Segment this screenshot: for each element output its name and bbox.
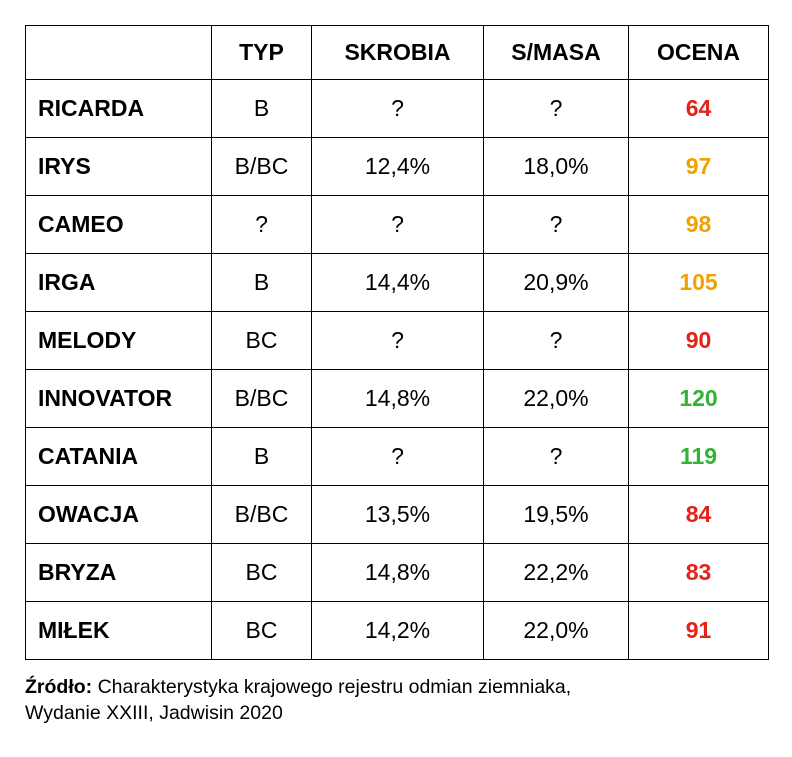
variety-name-cell: BRYZA: [25, 543, 212, 602]
smasa-cell: 22,0%: [483, 369, 629, 428]
table-row: BRYZA BC 14,8% 22,2% 83: [25, 543, 769, 602]
table-row: OWACJA B/BC 13,5% 19,5% 84: [25, 485, 769, 544]
typ-cell: B: [211, 253, 312, 312]
typ-cell: ?: [211, 195, 312, 254]
ocena-cell: 120: [628, 369, 769, 428]
variety-name-cell: INNOVATOR: [25, 369, 212, 428]
smasa-cell: ?: [483, 195, 629, 254]
source-text: Charakterystyka krajowego rejestru odmia…: [25, 676, 572, 725]
header-row: TYP SKROBIA S/MASA OCENA: [25, 25, 769, 80]
skrobia-cell: 13,5%: [311, 485, 484, 544]
typ-cell: B: [211, 79, 312, 138]
skrobia-cell: 14,2%: [311, 601, 484, 660]
smasa-cell: 18,0%: [483, 137, 629, 196]
typ-cell: BC: [211, 601, 312, 660]
header-typ: TYP: [211, 25, 312, 80]
skrobia-cell: ?: [311, 195, 484, 254]
typ-cell: B/BC: [211, 137, 312, 196]
header-smasa: S/MASA: [483, 25, 629, 80]
table-row: MIŁEK BC 14,2% 22,0% 91: [25, 601, 769, 660]
header-skrobia: SKROBIA: [311, 25, 484, 80]
smasa-cell: ?: [483, 79, 629, 138]
skrobia-cell: 14,4%: [311, 253, 484, 312]
typ-cell: BC: [211, 311, 312, 370]
smasa-cell: 20,9%: [483, 253, 629, 312]
varieties-table: TYP SKROBIA S/MASA OCENA RICARDA B ? ? 6…: [25, 25, 769, 660]
ocena-cell: 84: [628, 485, 769, 544]
skrobia-cell: 14,8%: [311, 369, 484, 428]
smasa-cell: 22,2%: [483, 543, 629, 602]
ocena-cell: 83: [628, 543, 769, 602]
typ-cell: B/BC: [211, 369, 312, 428]
variety-name-cell: OWACJA: [25, 485, 212, 544]
table-row: MELODY BC ? ? 90: [25, 311, 769, 370]
skrobia-cell: ?: [311, 311, 484, 370]
typ-cell: BC: [211, 543, 312, 602]
variety-name-cell: CAMEO: [25, 195, 212, 254]
table-row: CATANIA B ? ? 119: [25, 427, 769, 486]
smasa-cell: ?: [483, 311, 629, 370]
header-ocena: OCENA: [628, 25, 769, 80]
ocena-cell: 98: [628, 195, 769, 254]
ocena-cell: 64: [628, 79, 769, 138]
typ-cell: B/BC: [211, 485, 312, 544]
variety-name-cell: IRGA: [25, 253, 212, 312]
table-row: IRGA B 14,4% 20,9% 105: [25, 253, 769, 312]
skrobia-cell: 14,8%: [311, 543, 484, 602]
typ-cell: B: [211, 427, 312, 486]
variety-name-cell: CATANIA: [25, 427, 212, 486]
table-row: INNOVATOR B/BC 14,8% 22,0% 120: [25, 369, 769, 428]
variety-name-cell: RICARDA: [25, 79, 212, 138]
source-label: Źródło:: [25, 676, 93, 698]
smasa-cell: 22,0%: [483, 601, 629, 660]
table-row: IRYS B/BC 12,4% 18,0% 97: [25, 137, 769, 196]
ocena-cell: 119: [628, 427, 769, 486]
ocena-cell: 90: [628, 311, 769, 370]
source-caption: Źródło: Charakterystyka krajowego rejest…: [25, 674, 640, 727]
skrobia-cell: ?: [311, 427, 484, 486]
variety-name-cell: MELODY: [25, 311, 212, 370]
ocena-cell: 97: [628, 137, 769, 196]
skrobia-cell: ?: [311, 79, 484, 138]
variety-name-cell: MIŁEK: [25, 601, 212, 660]
smasa-cell: ?: [483, 427, 629, 486]
ocena-cell: 105: [628, 253, 769, 312]
variety-name-cell: IRYS: [25, 137, 212, 196]
skrobia-cell: 12,4%: [311, 137, 484, 196]
header-empty: [25, 25, 212, 80]
ocena-cell: 91: [628, 601, 769, 660]
table-row: CAMEO ? ? ? 98: [25, 195, 769, 254]
table-row: RICARDA B ? ? 64: [25, 79, 769, 138]
smasa-cell: 19,5%: [483, 485, 629, 544]
